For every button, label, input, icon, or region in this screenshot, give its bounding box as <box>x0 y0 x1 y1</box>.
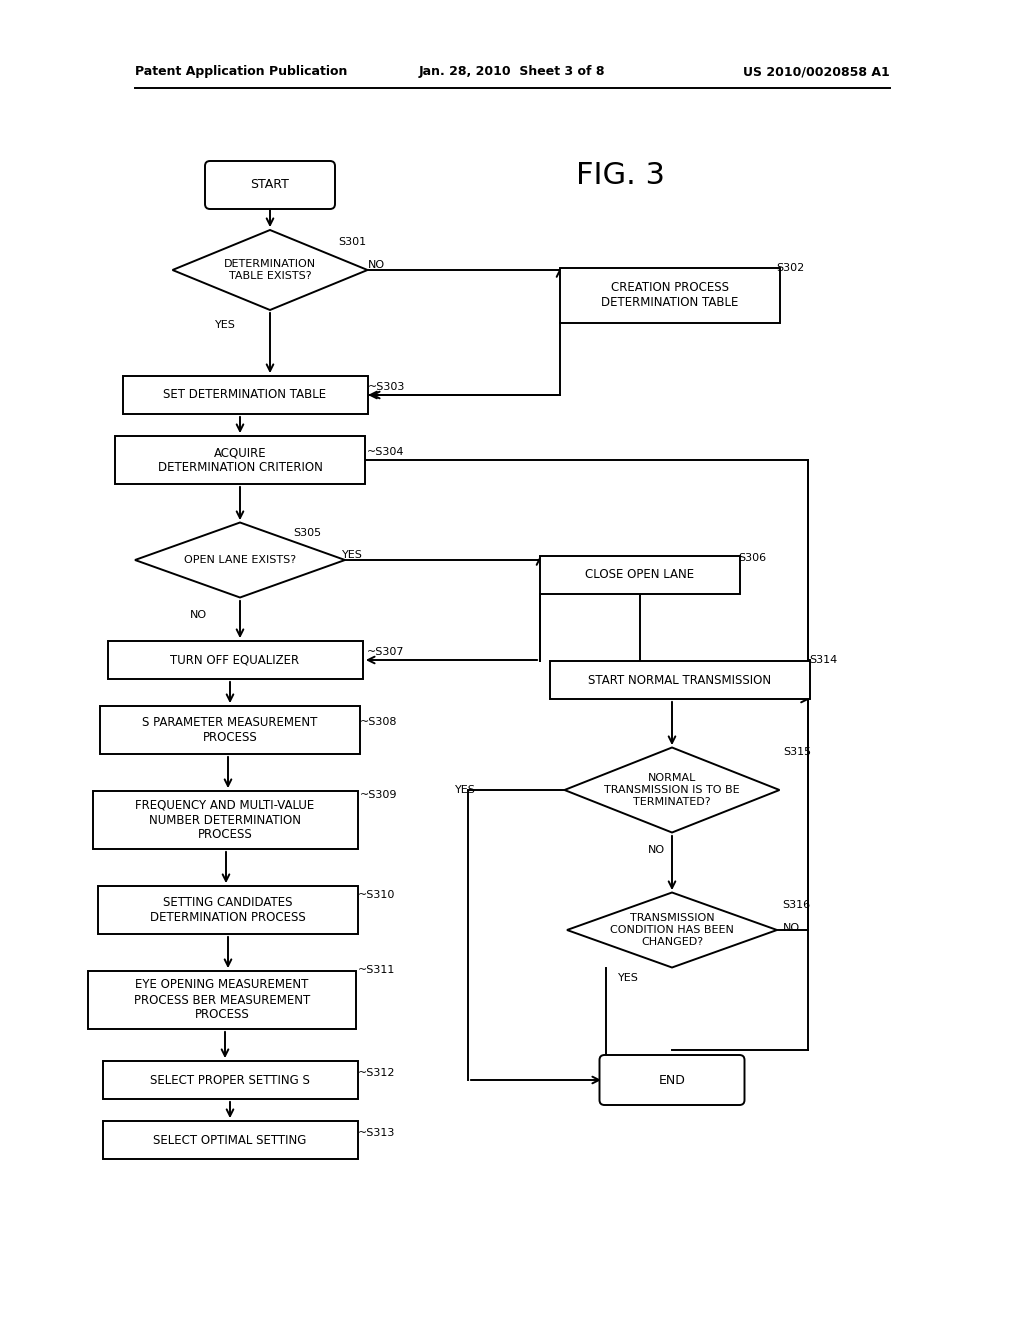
Text: YES: YES <box>342 550 362 560</box>
Text: EYE OPENING MEASUREMENT
PROCESS BER MEASUREMENT
PROCESS: EYE OPENING MEASUREMENT PROCESS BER MEAS… <box>134 978 310 1022</box>
Text: ~S312: ~S312 <box>358 1068 395 1078</box>
Polygon shape <box>135 523 345 598</box>
Text: START NORMAL TRANSMISSION: START NORMAL TRANSMISSION <box>589 673 771 686</box>
Text: TURN OFF EQUALIZER: TURN OFF EQUALIZER <box>170 653 300 667</box>
Text: S315: S315 <box>783 747 811 756</box>
Text: ~S313: ~S313 <box>358 1129 395 1138</box>
Text: TRANSMISSION
CONDITION HAS BEEN
CHANGED?: TRANSMISSION CONDITION HAS BEEN CHANGED? <box>610 913 734 946</box>
Text: ACQUIRE
DETERMINATION CRITERION: ACQUIRE DETERMINATION CRITERION <box>158 446 323 474</box>
Bar <box>560 268 780 322</box>
Text: US 2010/0020858 A1: US 2010/0020858 A1 <box>743 66 890 78</box>
Text: S305: S305 <box>293 528 322 539</box>
Text: NO: NO <box>368 260 385 271</box>
Text: S301: S301 <box>338 238 367 247</box>
Text: ~S304: ~S304 <box>367 447 404 457</box>
Polygon shape <box>172 230 368 310</box>
Text: S PARAMETER MEASUREMENT
PROCESS: S PARAMETER MEASUREMENT PROCESS <box>142 715 317 744</box>
Bar <box>102 1121 357 1159</box>
Text: END: END <box>658 1073 685 1086</box>
Text: OPEN LANE EXISTS?: OPEN LANE EXISTS? <box>184 554 296 565</box>
Text: SET DETERMINATION TABLE: SET DETERMINATION TABLE <box>164 388 327 401</box>
Bar <box>108 642 362 678</box>
Text: DETERMINATION
TABLE EXISTS?: DETERMINATION TABLE EXISTS? <box>224 259 316 281</box>
FancyBboxPatch shape <box>599 1055 744 1105</box>
Text: ~S308: ~S308 <box>360 717 397 727</box>
Text: YES: YES <box>618 973 639 983</box>
Polygon shape <box>564 747 779 833</box>
Bar <box>100 706 360 754</box>
Text: START: START <box>251 178 290 191</box>
Bar <box>550 661 810 700</box>
Text: S302: S302 <box>776 263 804 273</box>
FancyBboxPatch shape <box>205 161 335 209</box>
Bar <box>115 436 365 484</box>
Text: SELECT PROPER SETTING S: SELECT PROPER SETTING S <box>151 1073 310 1086</box>
Text: ~S311: ~S311 <box>358 965 395 975</box>
Bar <box>88 972 356 1030</box>
Text: S306: S306 <box>738 553 766 564</box>
Text: NO: NO <box>648 845 666 855</box>
Text: ~S309: ~S309 <box>360 789 397 800</box>
Text: ~S307: ~S307 <box>367 647 404 657</box>
Text: NO: NO <box>783 923 800 933</box>
Text: SELECT OPTIMAL SETTING: SELECT OPTIMAL SETTING <box>154 1134 306 1147</box>
Bar <box>98 886 358 935</box>
Text: ~S310: ~S310 <box>358 890 395 900</box>
Bar <box>102 1061 357 1100</box>
Text: YES: YES <box>215 319 236 330</box>
Text: FIG. 3: FIG. 3 <box>575 161 665 190</box>
Text: YES: YES <box>455 785 476 795</box>
Text: CREATION PROCESS
DETERMINATION TABLE: CREATION PROCESS DETERMINATION TABLE <box>601 281 738 309</box>
Bar <box>540 556 740 594</box>
Text: Patent Application Publication: Patent Application Publication <box>135 66 347 78</box>
Text: CLOSE OPEN LANE: CLOSE OPEN LANE <box>586 569 694 582</box>
Text: SETTING CANDIDATES
DETERMINATION PROCESS: SETTING CANDIDATES DETERMINATION PROCESS <box>151 896 306 924</box>
Text: S314: S314 <box>809 655 838 665</box>
Text: FREQUENCY AND MULTI-VALUE
NUMBER DETERMINATION
PROCESS: FREQUENCY AND MULTI-VALUE NUMBER DETERMI… <box>135 799 314 842</box>
Bar <box>123 376 368 414</box>
Text: Jan. 28, 2010  Sheet 3 of 8: Jan. 28, 2010 Sheet 3 of 8 <box>419 66 605 78</box>
Text: NORMAL
TRANSMISSION IS TO BE
TERMINATED?: NORMAL TRANSMISSION IS TO BE TERMINATED? <box>604 774 739 807</box>
Polygon shape <box>567 892 777 968</box>
Bar <box>92 791 357 849</box>
Text: S316: S316 <box>782 900 810 909</box>
Text: NO: NO <box>190 610 207 620</box>
Text: ~S303: ~S303 <box>368 381 406 392</box>
